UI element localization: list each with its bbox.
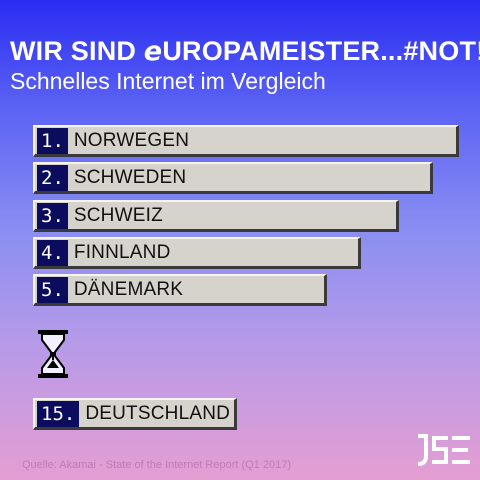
country-label: FINNLAND [73,241,171,263]
country-label: NORWEGEN [73,129,190,151]
page-subtitle: Schnelles Internet im Vergleich [10,68,326,94]
bar-schweden: 2. SCHWEDEN [33,162,433,194]
rank-label: 4. [37,239,68,266]
title-logo-letter: e [143,36,163,67]
rank-label: 2. [37,164,68,191]
rank-label: 5. [37,276,68,303]
hourglass-icon [38,330,68,378]
title-suffix: UROPAMEISTER...#NOT! [162,36,480,66]
source-note: Quelle: Akamai - State of the Internet R… [22,459,292,471]
rank-label: 15. [37,400,80,427]
bar-norwegen: 1. NORWEGEN [33,125,459,157]
page-title: WIR SIND eUROPAMEISTER...#NOT! [10,36,480,67]
bar-dänemark: 5. DÄNEMARK [33,274,327,306]
bar-deutschland: 15. DEUTSCHLAND [33,398,237,430]
title-prefix: WIR SIND [10,36,144,66]
bar-schweiz: 3. SCHWEIZ [33,200,399,232]
country-label: DÄNEMARK [73,278,184,300]
jse-logo [417,434,470,466]
rank-label: 3. [37,202,68,229]
country-label: SCHWEDEN [73,166,187,188]
country-label: SCHWEIZ [73,204,163,226]
country-label: DEUTSCHLAND [85,402,231,424]
rank-label: 1. [37,127,68,154]
bar-finnland: 4. FINNLAND [33,237,361,269]
